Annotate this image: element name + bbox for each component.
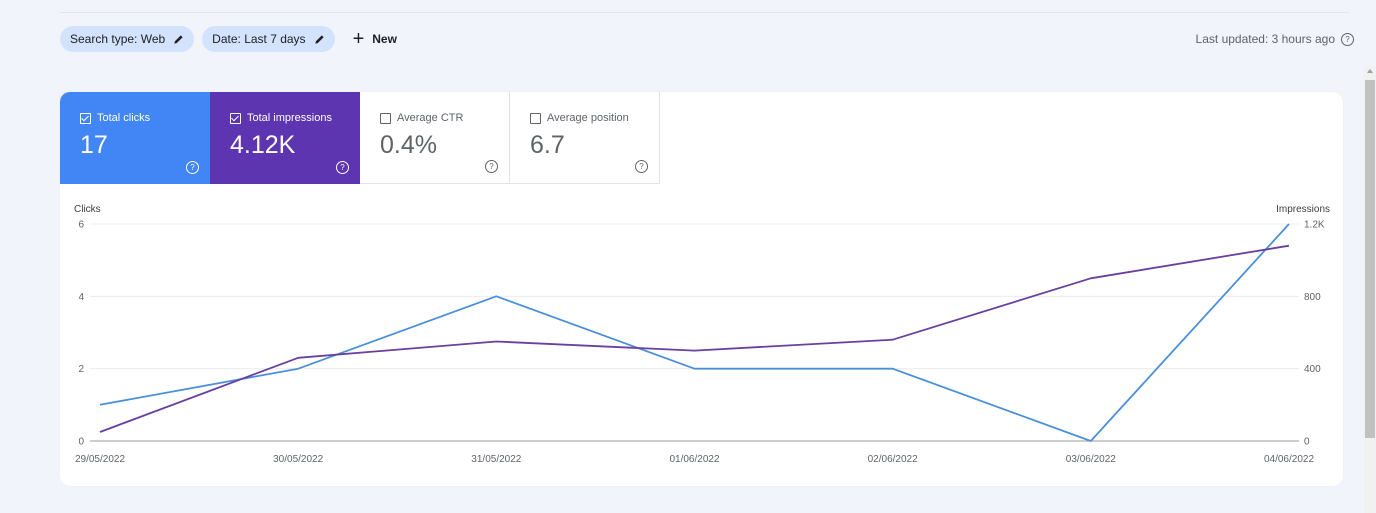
pencil-icon	[314, 34, 325, 45]
metric-average-ctr[interactable]: Average CTR 0.4% ?	[360, 92, 510, 184]
help-icon[interactable]: ?	[186, 161, 199, 174]
x-tick-label: 30/05/2022	[273, 454, 323, 465]
pencil-icon	[173, 34, 184, 45]
metric-value: 4.12K	[230, 131, 296, 159]
metric-label: Total impressions	[247, 112, 332, 124]
x-tick-label: 29/05/2022	[75, 454, 125, 465]
performance-chart: Clicks Impressions 0 0 2 400 4 800 6 1.2K 29/05/…	[60, 192, 1343, 482]
search-type-chip[interactable]: Search type: Web	[60, 26, 195, 52]
metric-value: 0.4%	[380, 131, 437, 159]
last-updated-status: Last updated: 3 hours ago ?	[1196, 32, 1354, 46]
help-icon[interactable]: ?	[485, 160, 498, 173]
y-left-tick-label: 4	[78, 292, 84, 303]
metric-label: Average position	[547, 112, 629, 124]
metric-value: 17	[80, 131, 108, 159]
metric-tabs: Total clicks 17 ? Total impressions 4.12…	[60, 92, 660, 184]
new-filter-button[interactable]: + New	[345, 26, 405, 52]
checkbox-unchecked-icon[interactable]	[530, 112, 541, 124]
y-left-axis-title: Clicks	[74, 204, 101, 215]
date-label: Date: Last 7 days	[212, 32, 306, 46]
x-tick-label: 03/06/2022	[1066, 454, 1116, 465]
x-tick-label: 04/06/2022	[1264, 454, 1314, 465]
help-icon[interactable]: ?	[336, 161, 349, 174]
scrollbar-thumb[interactable]	[1365, 80, 1375, 438]
new-label: New	[372, 32, 397, 46]
help-icon[interactable]: ?	[1341, 32, 1354, 46]
y-right-axis-title: Impressions	[1276, 204, 1330, 215]
search-type-label: Search type: Web	[70, 32, 166, 46]
help-icon[interactable]: ?	[635, 160, 648, 173]
checkbox-unchecked-icon[interactable]	[380, 112, 391, 124]
filter-bar: Search type: Web Date: Last 7 days + New	[60, 26, 405, 52]
y-right-tick-label: 0	[1304, 437, 1310, 448]
performance-card: Total clicks 17 ? Total impressions 4.12…	[60, 92, 1343, 486]
clicks-series-line	[99, 223, 1290, 442]
checkbox-checked-icon[interactable]	[230, 112, 241, 124]
y-right-tick-label: 400	[1304, 364, 1321, 375]
metric-value: 6.7	[530, 131, 565, 159]
x-tick-label: 01/06/2022	[669, 454, 719, 465]
scroll-up-arrow-icon[interactable]	[1367, 69, 1373, 73]
metric-average-position[interactable]: Average position 6.7 ?	[510, 92, 660, 184]
impressions-series-line	[99, 244, 1290, 433]
x-tick-label: 31/05/2022	[471, 454, 521, 465]
y-left-tick-label: 6	[78, 220, 84, 231]
metric-label: Average CTR	[397, 112, 464, 124]
y-left-tick-label: 0	[78, 437, 84, 448]
checkbox-checked-icon[interactable]	[80, 112, 91, 124]
y-right-tick-label: 1.2K	[1304, 220, 1325, 231]
metric-total-impressions[interactable]: Total impressions 4.12K ?	[210, 92, 360, 184]
y-right-tick-label: 800	[1304, 292, 1321, 303]
metric-label: Total clicks	[97, 112, 151, 124]
chart-svg: 0 0 2 400 4 800 6 1.2K 29/05/2022 30/05/2022 31/05…	[75, 220, 1325, 466]
date-chip[interactable]: Date: Last 7 days	[202, 26, 335, 52]
y-left-tick-label: 2	[78, 364, 84, 375]
metric-total-clicks[interactable]: Total clicks 17 ?	[60, 92, 210, 184]
last-updated-text: Last updated: 3 hours ago	[1195, 32, 1335, 46]
plus-icon: +	[352, 28, 365, 50]
top-divider	[60, 12, 1349, 13]
x-tick-label: 02/06/2022	[868, 454, 918, 465]
